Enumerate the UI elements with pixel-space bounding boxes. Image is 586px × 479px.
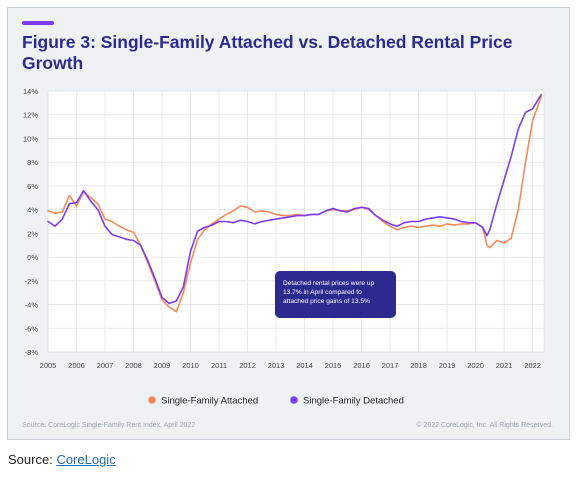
title-accent-bar xyxy=(22,21,54,25)
x-tick-label: 2015 xyxy=(325,361,342,370)
legend-attached-label: Single-Family Attached xyxy=(161,396,258,407)
corelogic-link[interactable]: CoreLogic xyxy=(56,452,116,467)
x-tick-label: 2022 xyxy=(524,361,541,370)
footer-copyright: © 2022 CoreLogic, Inc. All Rights Reserv… xyxy=(416,422,553,429)
legend-detached-label: Single-Family Detached xyxy=(303,396,404,407)
x-tick-label: 2021 xyxy=(496,361,513,370)
legend-detached-swatch xyxy=(290,396,298,404)
series-line-attached xyxy=(47,96,542,313)
source-label: Source: xyxy=(8,452,53,467)
y-tick-label: -6% xyxy=(25,324,39,333)
y-tick-label: 6% xyxy=(27,182,38,191)
y-tick-label: 2% xyxy=(27,229,38,238)
series-line-detached xyxy=(47,93,542,305)
chart-title: Figure 3: Single-Family Attached vs. Det… xyxy=(22,32,513,73)
page-source-line: Source: CoreLogic xyxy=(8,452,116,467)
x-tick-label: 2013 xyxy=(268,361,285,370)
x-tick-label: 2010 xyxy=(182,361,199,370)
y-tick-label: -2% xyxy=(25,277,39,286)
x-tick-label: 2007 xyxy=(97,361,114,370)
y-tick-label: 8% xyxy=(27,158,38,167)
annotation-text-line: attached price gains of 13.5% xyxy=(283,298,370,305)
y-tick-label: 14% xyxy=(23,87,38,96)
x-tick-label: 2014 xyxy=(296,361,313,370)
y-tick-label: 4% xyxy=(27,206,38,215)
annotation-text-line: 13.7% in April compared to xyxy=(283,289,362,296)
legend-attached-swatch xyxy=(148,396,156,404)
y-tick-label: 12% xyxy=(23,111,38,120)
x-tick-label: 2017 xyxy=(382,361,399,370)
x-tick-label: 2008 xyxy=(125,361,142,370)
y-tick-label: -4% xyxy=(25,301,39,310)
x-tick-label: 2018 xyxy=(410,361,427,370)
y-tick-label: 0% xyxy=(27,253,38,262)
y-tick-label: 10% xyxy=(23,134,38,143)
y-tick-label: -8% xyxy=(25,348,39,357)
annotation-callout xyxy=(275,271,396,318)
x-tick-label: 2011 xyxy=(211,361,227,370)
x-tick-label: 2016 xyxy=(353,361,370,370)
annotation-text-line: Detached rental prices were up xyxy=(283,280,375,287)
x-tick-label: 2005 xyxy=(40,361,57,370)
x-tick-label: 2019 xyxy=(439,361,456,370)
x-tick-label: 2006 xyxy=(68,361,85,370)
x-tick-label: 2009 xyxy=(154,361,171,370)
x-tick-label: 2012 xyxy=(239,361,256,370)
footer-source-note: Source: CoreLogic Single-Family Rent Ind… xyxy=(22,422,196,429)
x-tick-label: 2020 xyxy=(467,361,484,370)
